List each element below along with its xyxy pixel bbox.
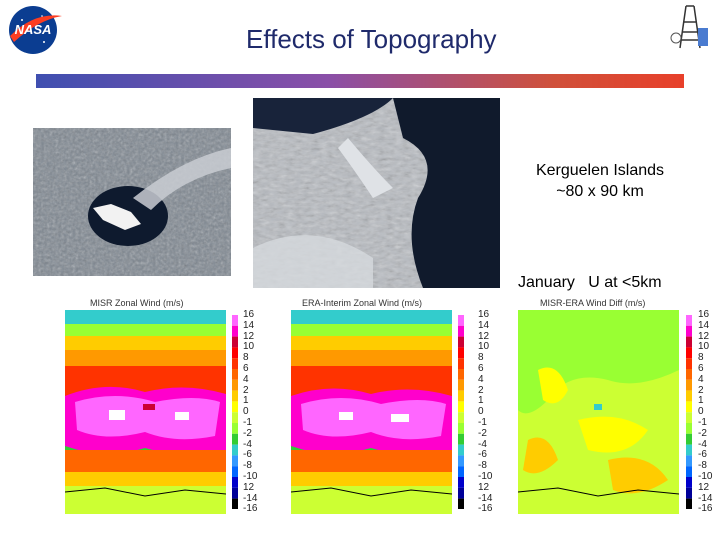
map-misr-era-diff bbox=[517, 310, 680, 514]
colorbar-tick: -1 bbox=[478, 416, 487, 428]
colorbar-labels-era: 16 14 12 10 8 6 4 2 1 0 -1 -2 -4 -6 -8 -… bbox=[478, 309, 500, 515]
map-misr-zonal-wind bbox=[64, 310, 227, 514]
colorbar-tick: 12 bbox=[698, 481, 710, 493]
colorbar-tick: -2 bbox=[478, 427, 487, 439]
colorbar-tick: 4 bbox=[243, 373, 249, 385]
colorbar-tick: -10 bbox=[478, 470, 493, 482]
colorbar-tick: 10 bbox=[243, 341, 255, 353]
colorbar-tick: 2 bbox=[243, 384, 249, 396]
colorbar-tick: -4 bbox=[478, 438, 487, 450]
colorbar-tick: 6 bbox=[243, 362, 249, 374]
colorbar-tick: -8 bbox=[243, 460, 252, 472]
colorbar-tick: 1 bbox=[478, 395, 484, 407]
colorbar-tick: 16 bbox=[478, 309, 490, 320]
colorbar-tick: 16 bbox=[243, 309, 255, 320]
panel-caption: January U at <5km bbox=[518, 274, 662, 291]
colorbar-tick: -8 bbox=[478, 460, 487, 472]
map-era-zonal-wind bbox=[290, 310, 453, 514]
colorbar-misr bbox=[232, 315, 238, 509]
colorbar-tick: 12 bbox=[478, 481, 490, 493]
colorbar-tick: 0 bbox=[243, 406, 249, 418]
nasa-logo-text: NASA bbox=[15, 22, 52, 37]
island-name: Kerguelen Islands bbox=[535, 162, 665, 179]
colorbar-tick: -2 bbox=[243, 427, 252, 439]
colorbar-tick: -10 bbox=[243, 470, 258, 482]
colorbar-tick: 12 bbox=[243, 481, 255, 493]
colorbar-tick: -16 bbox=[478, 503, 493, 515]
colorbar-tick: -6 bbox=[243, 449, 252, 461]
colorbar-diff bbox=[686, 315, 692, 509]
colorbar-tick: 8 bbox=[243, 352, 249, 364]
colorbar-tick: -2 bbox=[698, 427, 707, 439]
map-title-diff: MISR-ERA Wind Diff (m/s) bbox=[540, 298, 646, 308]
colorbar-tick: -14 bbox=[478, 492, 493, 504]
satellite-image-small bbox=[33, 128, 231, 276]
colorbar-tick: 8 bbox=[698, 352, 704, 364]
colorbar-tick: 4 bbox=[698, 373, 704, 385]
nasa-logo: NASA bbox=[4, 2, 64, 56]
colorbar-tick: 14 bbox=[478, 319, 490, 331]
slide-title: Effects of Topography bbox=[246, 24, 497, 54]
colorbar-labels-diff: 16 14 12 10 8 6 4 2 1 0 -1 -2 -4 -6 -8 -… bbox=[698, 309, 720, 515]
colorbar-tick: 6 bbox=[478, 362, 484, 374]
colorbar-tick: -8 bbox=[698, 460, 707, 472]
colorbar-tick: 2 bbox=[478, 384, 484, 396]
colorbar-tick: 8 bbox=[478, 352, 484, 364]
colorbar-tick: -16 bbox=[243, 503, 258, 515]
colorbar-tick: 10 bbox=[698, 341, 710, 353]
colorbar-tick: 0 bbox=[698, 406, 704, 418]
colorbar-labels-misr: 16 14 12 10 8 6 4 2 1 0 -1 -2 -4 -6 -8 -… bbox=[243, 309, 265, 515]
colorbar-tick: -1 bbox=[243, 416, 252, 428]
colorbar-tick: -14 bbox=[243, 492, 258, 504]
island-size: ~80 x 90 km bbox=[556, 183, 644, 200]
map-title-misr: MISR Zonal Wind (m/s) bbox=[90, 298, 184, 308]
colorbar-tick: -14 bbox=[698, 492, 713, 504]
colorbar-tick: 12 bbox=[698, 330, 710, 342]
colorbar-tick: 2 bbox=[698, 384, 704, 396]
colorbar-tick: 0 bbox=[478, 406, 484, 418]
colorbar-tick: 1 bbox=[698, 395, 704, 407]
colorbar-tick: -4 bbox=[243, 438, 252, 450]
colorbar-tick: -6 bbox=[698, 449, 707, 461]
colorbar-tick: 14 bbox=[698, 319, 710, 331]
colorbar-tick: -16 bbox=[698, 503, 713, 515]
colorbar-tick: 4 bbox=[478, 373, 484, 385]
map-title-era: ERA-Interim Zonal Wind (m/s) bbox=[302, 298, 423, 308]
colorbar-tick: -4 bbox=[698, 438, 707, 450]
colorbar-tick: 1 bbox=[243, 395, 249, 407]
colorbar-tick: -1 bbox=[698, 416, 707, 428]
colorbar-tick: 10 bbox=[478, 341, 490, 353]
colorbar-tick: 14 bbox=[243, 319, 255, 331]
colorbar-tick: -6 bbox=[478, 449, 487, 461]
colorbar-tick: 12 bbox=[243, 330, 255, 342]
colorbar-tick: 6 bbox=[698, 362, 704, 374]
colorbar-era bbox=[458, 315, 464, 509]
title-divider bbox=[36, 74, 684, 88]
island-label: Kerguelen Islands ~80 x 90 km bbox=[520, 160, 680, 202]
jpl-corner-icon bbox=[668, 2, 712, 52]
satellite-image-large bbox=[253, 98, 500, 288]
colorbar-tick: -10 bbox=[698, 470, 713, 482]
colorbar-tick: 16 bbox=[698, 309, 710, 320]
colorbar-tick: 12 bbox=[478, 330, 490, 342]
